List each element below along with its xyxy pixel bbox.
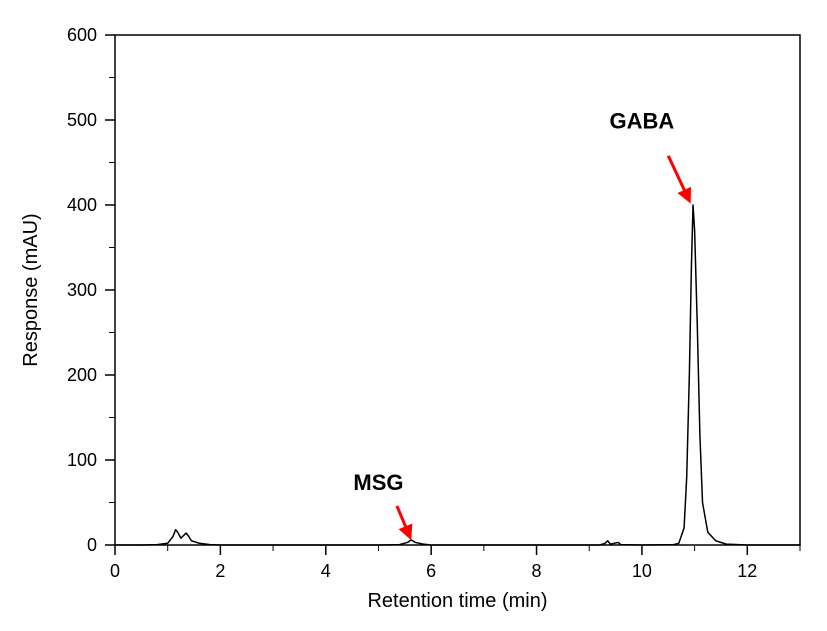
svg-text:400: 400 (67, 195, 97, 215)
svg-text:300: 300 (67, 280, 97, 300)
svg-text:0: 0 (87, 535, 97, 555)
svg-text:Retention time (min): Retention time (min) (367, 590, 547, 612)
svg-text:2: 2 (215, 561, 225, 581)
svg-text:600: 600 (67, 25, 97, 45)
svg-text:4: 4 (321, 561, 331, 581)
svg-text:GABA: GABA (610, 109, 675, 134)
svg-text:100: 100 (67, 450, 97, 470)
svg-text:200: 200 (67, 365, 97, 385)
chart-svg: 0 2 4 6 8 10 12 0 100 200 300 400 500 600 Retention ti… (0, 0, 827, 631)
svg-text:Response (mAU): Response (mAU) (20, 213, 42, 366)
svg-text:6: 6 (426, 561, 436, 581)
svg-text:MSG: MSG (353, 470, 403, 495)
chromatogram-chart: 0 2 4 6 8 10 12 0 100 200 300 400 500 600 Retention ti… (0, 0, 827, 631)
svg-text:8: 8 (532, 561, 542, 581)
svg-text:10: 10 (632, 561, 652, 581)
svg-text:0: 0 (110, 561, 120, 581)
svg-text:12: 12 (737, 561, 757, 581)
svg-text:500: 500 (67, 110, 97, 130)
